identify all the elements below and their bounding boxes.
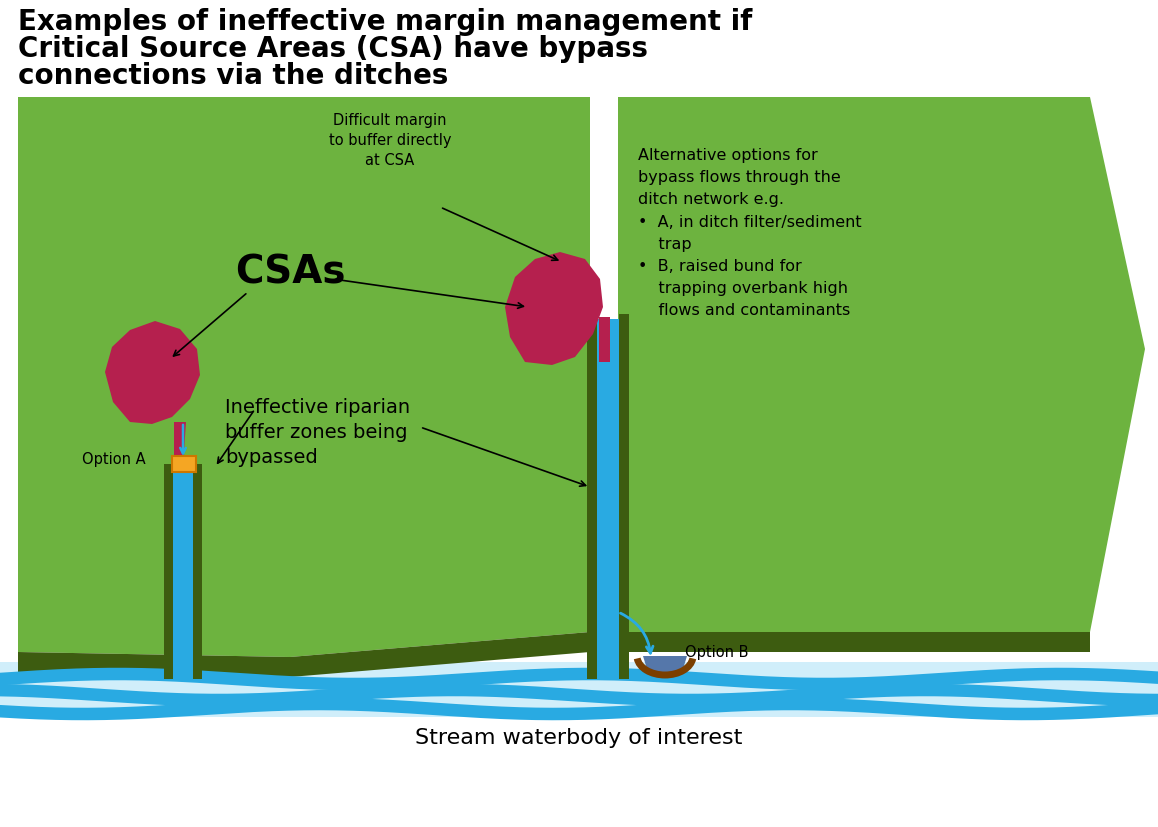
Polygon shape (599, 318, 610, 362)
Text: Stream waterbody of interest: Stream waterbody of interest (416, 727, 742, 747)
Polygon shape (19, 632, 589, 677)
Text: Option B: Option B (686, 645, 748, 660)
Bar (620, 314, 629, 679)
Polygon shape (174, 423, 186, 467)
Polygon shape (505, 253, 603, 366)
Bar (164, 465, 173, 679)
Bar (193, 465, 201, 679)
Text: Alternative options for
bypass flows through the
ditch network e.g.
•  A, in dit: Alternative options for bypass flows thr… (638, 148, 862, 318)
Polygon shape (105, 322, 200, 424)
Text: CSAs: CSAs (235, 254, 345, 292)
Text: connections via the ditches: connections via the ditches (19, 62, 448, 90)
Bar (591, 93, 618, 662)
Text: Critical Source Areas (CSA) have bypass: Critical Source Areas (CSA) have bypass (19, 35, 648, 63)
Bar (173, 470, 193, 679)
Text: Difficult margin
to buffer directly
at CSA: Difficult margin to buffer directly at C… (329, 113, 452, 168)
Bar (173, 457, 196, 472)
Polygon shape (19, 98, 589, 657)
Bar (587, 314, 598, 679)
Text: Option A: Option A (82, 452, 146, 467)
Polygon shape (618, 98, 1145, 632)
Text: Ineffective riparian
buffer zones being
bypassed: Ineffective riparian buffer zones being … (225, 398, 410, 466)
Text: Examples of ineffective margin management if: Examples of ineffective margin managemen… (19, 8, 753, 36)
Bar (0, 662, 1158, 717)
Polygon shape (618, 632, 1090, 653)
Polygon shape (643, 656, 687, 674)
Bar (598, 319, 620, 679)
